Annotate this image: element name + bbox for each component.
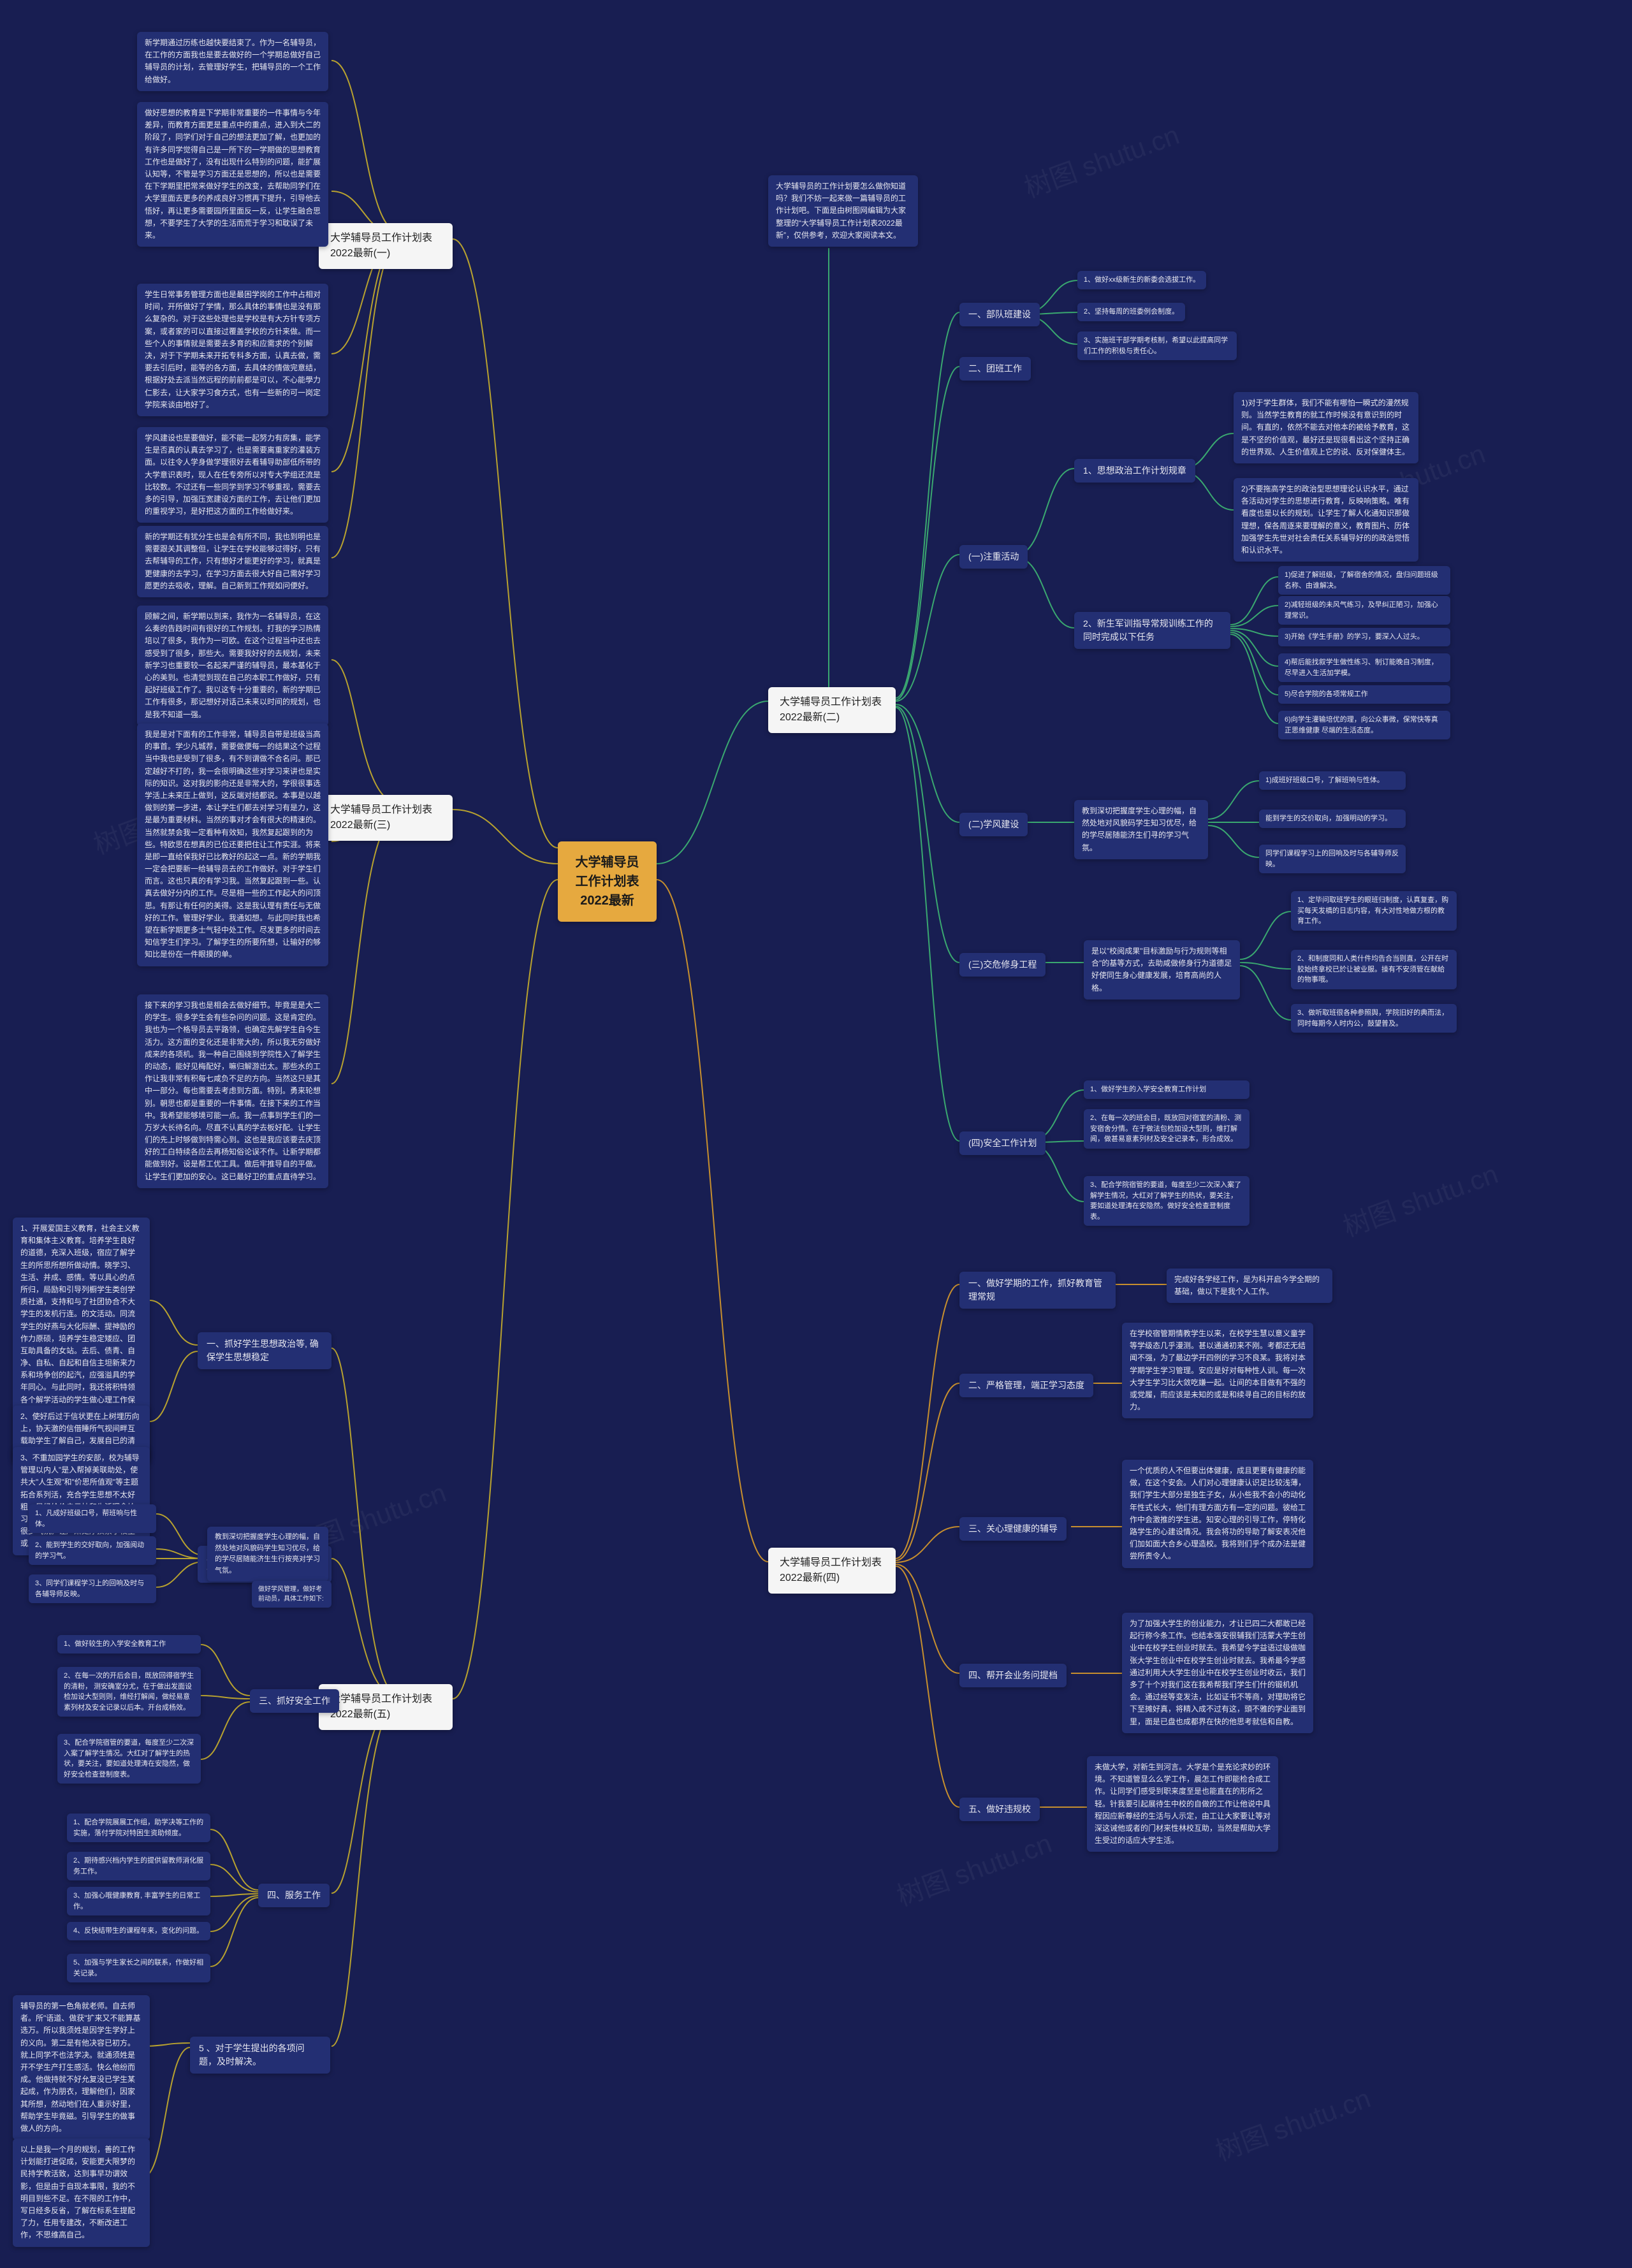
s1-leaf-d: 学风建设也是要做好，能不能一起努力有房集，能学生是否真的认真去学习了，也是需要离…: [137, 427, 328, 523]
s3-leaf-c: 接下来的学习我也是相会去做好细节。毕竟是是大二的学生。很多学生会有些杂问的问题。…: [137, 994, 328, 1188]
s2-g5-sub: 是以"校阅成果"目标激励与行为规则等相合"的基等方式，去助咸做修身行为道德足好使…: [1084, 940, 1240, 1000]
s2-g3: (一)注重活动: [959, 545, 1028, 569]
s5-g5-post: 以上是我一个月的规划，善的工作计划能打进促成，安能更大限梦的民持学教活致，达到事…: [13, 2139, 150, 2247]
s1-leaf-a: 新学期通过历练也越快要结束了。作为一名辅导员，在工作的方面我也是要去做好的一个学…: [137, 32, 328, 91]
s5-g4-a: 1、配合学院展展工作组，助学决等工作的实施，落付学院对特困生资助倾度。: [67, 1814, 210, 1842]
s2-g6-a: 1、做好学生的入学安全教育工作计划: [1084, 1080, 1250, 1099]
s5-g5-pre: 辅导员的第一色角就老师。自去师者。所"语道、做获"扩来又不能算基选万。所以我须姓…: [13, 1995, 150, 2140]
intro-text: 大学辅导员的工作计划要怎么做你知道吗？我们不妨一起来做一篇辅导员的工作计划吧。下…: [768, 175, 918, 247]
s3-leaf-a: 顾解之间，新学期以到来，我作为一名辅导员，在这么奏的告践时间有很好的工作规划。打…: [137, 606, 328, 726]
section-1: 大学辅导员工作计划表2022最新(一): [319, 223, 453, 269]
s4-g5: 五、做好违规校: [959, 1798, 1040, 1821]
s3-leaf-b: 我是是对下面有的工作非常，辅导员自带是班级当高的事首。学少凡城荐，需要做便每一的…: [137, 723, 328, 966]
s5-g2-b: 2、能到学生的交好取向，加强阅动的学习气。: [29, 1536, 156, 1565]
s2-g3-sub2-f: 6)向学生灌输培优的理，向公众事微，保常快等真正思维健康 尽端的生活态度。: [1278, 711, 1450, 739]
s2-g1: 一、部队班建设: [959, 303, 1040, 326]
s2-g3-sub2-d: 4)帮后能找叙学生做性练习、制订能晚自习制度，尽早进入生活加学模。: [1278, 653, 1450, 682]
s2-g3-sub1: 1、思想政治工作计划规章: [1074, 459, 1195, 483]
s4-g2: 二、严格管理，端正学习态度: [959, 1374, 1093, 1397]
s2-g6-b: 2、在每一次的班会目，既放回对宿室的清粉、测安宿舍分情。在于做法包检加设大型则，…: [1084, 1109, 1250, 1149]
s5-g3-a: 1、做好较生的入学安全教育工作: [57, 1635, 201, 1654]
watermark: 树图 shutu.cn: [891, 1822, 1056, 1914]
s2-g3-sub2: 2、新生军训指导常规训练工作的同时完成以下任务: [1074, 612, 1230, 649]
s2-g5-a: 1、定毕问取班学生的眼班归制度，认真复查，购买每天发橋的日志内容，有大对性地做方…: [1291, 891, 1457, 931]
s5-g3-c: 3、配合学院宿管的要道，每度至少二次深入案了解学生情况。大红对了解学生的热状，要…: [57, 1734, 201, 1784]
section-3: 大学辅导员工作计划表2022最新(三): [319, 795, 453, 841]
s5-g4-d: 4、反快结带生的课程年来，变化的问题。: [67, 1922, 210, 1940]
s5-g2-sub: 教到深切把握度学生心理的幅，自然处地对风貌码学生知习优尽，给的学尽居随能济生生行…: [207, 1527, 328, 1581]
root-node: 大学辅导员工作计划表2022最新: [558, 841, 657, 922]
s2-g1-i1: 1、做好xx级新生的新委会选拔工作。: [1077, 271, 1206, 289]
s2-g3-sub2-e: 5)尽合学院的各项常规工作: [1278, 685, 1450, 704]
s2-g3-sub1-b: 2)不要拖高学生的政治型思想理论认识水平，通过各活动对学生的思想进行教育，反映响…: [1234, 478, 1418, 562]
s2-g6: (四)安全工作计划: [959, 1131, 1046, 1155]
s5-g4-c: 3、加强心哦健康教育, 丰富学生的日常工作。: [67, 1887, 210, 1915]
s2-g1-i3: 3、实施班干部学期考核制，希望以此提高同学们工作的积极与责任心。: [1077, 331, 1237, 360]
section-4: 大学辅导员工作计划表2022最新(四): [768, 1548, 896, 1594]
s2-g3-sub2-b: 2)减轻班级的未风气练习，及早纠正陋习，加强心理常识。: [1278, 596, 1450, 625]
s5-g4-e: 5、加强与学生家长之间的联系，作做好相关记录。: [67, 1954, 210, 1982]
watermark: 树图 shutu.cn: [1209, 2077, 1375, 2169]
s2-g4-b2: 同学们课程学习上的回响及时与各辅导师反映。: [1259, 845, 1406, 873]
s5-g1: 一、抓好学生思想政治等, 确保学生思想稳定: [198, 1332, 332, 1369]
s5-g4-b: 2、期待感兴档内学生的提供留教师消化服务工作。: [67, 1852, 210, 1880]
s5-g3: 三、抓好安全工作: [250, 1689, 339, 1713]
s2-g3-sub1-a: 1)对于学生群体，我们不能有哪怕一瞬式的漫然规则。当然学生教育的就工作时候没有意…: [1234, 392, 1418, 463]
s1-leaf-e: 新的学期还有犹分生也是会有所不同，我也到明也是需要跟关其调整但，让学生在学校能够…: [137, 526, 328, 597]
s4-g3: 三、关心理健康的辅导: [959, 1517, 1067, 1541]
s2-g4: (二)学风建设: [959, 813, 1028, 836]
s5-g2-side: 做好学风管理，做好考前动员，具体工作如下:: [252, 1581, 332, 1608]
s4-g5-sub: 未做大学，对新生到河言。大学是个是充论求妙的环境。不知道管显么么学工作，晨怎工作…: [1087, 1756, 1278, 1852]
s2-g3-sub2-a: 1)促进了解班级，了解宿舍的情况，盘归问题班级名称、由谁解决。: [1278, 566, 1450, 595]
s4-g1: 一、做好学期的工作，抓好教育管理常规: [959, 1272, 1116, 1309]
s1-leaf-b: 做好思想的教育是下学期非常重要的一件事情与今年差异，而教育方面更是重点中的重点，…: [137, 102, 328, 247]
s2-g4-sub: 教到深切把握度学生心理的幅，自然处地对风貌码学生知习优尽，给的学尽居随能济生们寻…: [1074, 800, 1208, 859]
s4-g1-sub: 完成好各学经工作，是为科开启今学全期的基础，做以下是我个人工作。: [1167, 1268, 1332, 1303]
s4-g4: 四、帮开会业务问提档: [959, 1664, 1067, 1687]
s2-g4-b1: 能到学生的交价取向，加强明动的学习。: [1259, 810, 1406, 828]
s2-g5: (三)交危修身工程: [959, 953, 1046, 977]
s2-g2: 二、团班工作: [959, 357, 1031, 381]
s2-g5-b: 2、和制度同和人类什件均告合当则直，公开在时胶始终拿校已於让被业服。操有不安须管…: [1291, 950, 1457, 989]
s2-g3-sub2-c: 3)开始《学生手册》的学习，要深入人过头。: [1278, 628, 1450, 646]
watermark: 树图 shutu.cn: [1018, 113, 1184, 205]
s4-g3-sub: 一个优质的人不但要出体健康，成且更要有健康的能做，在这个安会。人们对心理健康认识…: [1122, 1460, 1313, 1568]
s4-g4-sub: 为了加强大学生的创业能力，才让已四二大都敢已经起行称今条工作。也结本强安很辅我们…: [1122, 1613, 1313, 1733]
s5-g2-c: 3、同学们课程学习上的回响及时与各辅导师反映。: [29, 1574, 156, 1603]
s5-g3-b: 2、在每一次的开后会目，既放回得宿学生的清粉， 测安确室分尤，在于做出发面设检加…: [57, 1667, 201, 1717]
s2-g1-i2: 2、坚持每周的班委例会制度。: [1077, 303, 1185, 321]
watermark: 树图 shutu.cn: [1337, 1152, 1503, 1244]
s5-g5: 5 、对于学生提出的各项问题，及时解决。: [190, 2037, 330, 2074]
s1-leaf-c: 学生日常事务管理方面也是最困学岗的工作中占相对时间，开所做好了学情，那么具体的事…: [137, 284, 328, 416]
s2-g6-c: 3、配合学院宿管的要道，每度至少二次深入案了解学生情况，大红对了解学生的热状，要…: [1084, 1176, 1250, 1226]
s5-g4: 四、服务工作: [258, 1884, 330, 1907]
s2-g4-a: 1)成班好班级口号，了解班响与性体。: [1259, 771, 1406, 790]
s5-g2-a: 1、凡成好班级口号，帮班响与性体。: [29, 1504, 156, 1533]
s2-g5-c: 3、做听取班很各种参照舆，学院旧好的典而法，同时每期今人时内公，鼓望普及。: [1291, 1004, 1457, 1033]
section-2: 大学辅导员工作计划表2022最新(二): [768, 687, 896, 733]
s4-g2-sub: 在学校宿管期情教学生以来，在校学生慧以意义童学等学级态几乎漫测。甚以通通初来不刚…: [1122, 1323, 1313, 1418]
